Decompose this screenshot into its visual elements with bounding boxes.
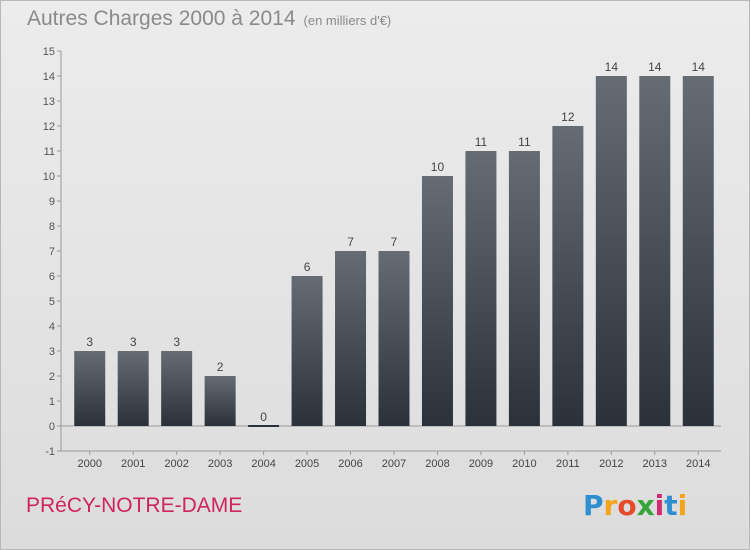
bar — [74, 351, 106, 426]
y-tick-label: 14 — [43, 71, 55, 83]
y-tick-label: 0 — [49, 421, 55, 433]
y-tick-label: 8 — [49, 221, 55, 233]
x-tick-label: 2000 — [77, 458, 101, 470]
bar-layer — [74, 76, 714, 427]
y-tick-label: 12 — [43, 121, 55, 133]
x-tick-label: 2007 — [382, 458, 406, 470]
x-tick-label: 2006 — [338, 458, 362, 470]
bar — [161, 351, 193, 426]
x-tick-label: 2001 — [121, 458, 145, 470]
bar-value-label: 3 — [173, 335, 180, 349]
x-tick-label: 2012 — [599, 458, 623, 470]
y-tick-label: -1 — [45, 446, 55, 458]
x-tick-label: 2010 — [512, 458, 536, 470]
bar-value-label: 3 — [130, 335, 137, 349]
town-name: PRéCY-NOTRE-DAME — [26, 494, 243, 517]
x-tick-label: 2011 — [556, 458, 580, 470]
y-tick-label: 4 — [49, 321, 55, 333]
bar-value-label: 6 — [304, 260, 311, 274]
chart-title-text: Autres Charges 2000 à 2014 — [27, 7, 296, 30]
y-tick-label: 3 — [49, 346, 55, 358]
y-tick-label: 9 — [49, 196, 55, 208]
y-tick-label: 11 — [44, 146, 55, 158]
bar-value-label: 10 — [431, 160, 445, 174]
x-tick-label: 2003 — [208, 458, 232, 470]
bar — [248, 425, 280, 427]
bar — [508, 151, 540, 426]
bar-value-label: 12 — [561, 110, 575, 124]
y-tick-label: 1 — [49, 396, 55, 408]
y-tick-label: 15 — [43, 46, 55, 58]
bar — [204, 376, 236, 426]
label-layer: 3 2000 3 2001 3 2002 2 2003 0 2004 6 2005 7 2006 7 2007… — [77, 60, 710, 470]
chart-title: Autres Charges 2000 à 2014 (en milliers d… — [27, 7, 391, 31]
bar — [335, 251, 367, 426]
bar-value-label: 11 — [518, 135, 531, 149]
proxiti-logo: Proxiti — [583, 489, 688, 522]
y-tick-label: 10 — [43, 171, 55, 183]
bar-value-label: 7 — [391, 235, 398, 249]
x-tick-label: 2014 — [686, 458, 710, 470]
x-tick-label: 2002 — [164, 458, 188, 470]
y-tick-label: 6 — [49, 271, 55, 283]
bar — [291, 276, 323, 426]
x-tick-label: 2005 — [295, 458, 319, 470]
bar — [117, 351, 149, 426]
chart-subtitle: (en milliers d'€) — [303, 13, 392, 28]
x-tick-label: 2009 — [469, 458, 493, 470]
bar — [421, 176, 453, 426]
bar — [595, 76, 627, 426]
y-tick-label: 7 — [49, 246, 55, 258]
bar — [639, 76, 671, 426]
bar — [465, 151, 497, 426]
bar — [378, 251, 410, 426]
bar — [682, 76, 714, 426]
bar-value-label: 7 — [347, 235, 354, 249]
y-tick-label: 5 — [49, 296, 55, 308]
bar-value-label: 3 — [86, 335, 93, 349]
bar-value-label: 14 — [648, 60, 662, 74]
bar-value-label: 14 — [605, 60, 619, 74]
y-tick-label: 2 — [49, 371, 55, 383]
x-tick-label: 2004 — [251, 458, 275, 470]
bar-value-label: 0 — [260, 410, 267, 424]
bar-value-label: 2 — [217, 360, 224, 374]
bar — [552, 126, 584, 426]
bar-value-label: 11 — [475, 135, 488, 149]
x-tick-label: 2008 — [425, 458, 449, 470]
bar-value-label: 14 — [692, 60, 706, 74]
y-tick-label: 13 — [43, 96, 55, 108]
x-tick-label: 2013 — [643, 458, 667, 470]
